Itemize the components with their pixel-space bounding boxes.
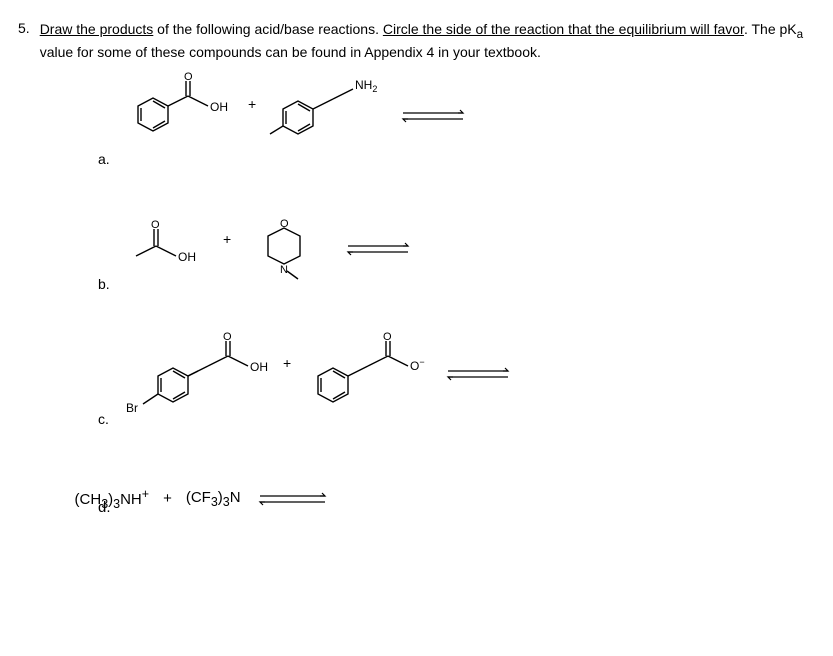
part-c: c. (58, 326, 815, 441)
oh-a: OH (210, 100, 228, 114)
part-c-label: c. (98, 411, 109, 427)
plus-a: + (248, 96, 256, 112)
instruction-mid-2: . The pK (744, 21, 797, 37)
d-rhs: (CF3)3N (186, 489, 241, 509)
carbonyl-o-c2: O (383, 331, 392, 343)
d-eq-arrows (255, 489, 335, 509)
instruction-mid-1: of the following acid/base reactions. (153, 21, 383, 37)
question-number: 5. (18, 20, 30, 36)
d-plus: + (163, 490, 172, 507)
part-a: a. O OH + (58, 71, 815, 181)
question-header: 5. Draw the products of the following ac… (18, 20, 815, 61)
carbonyl-o-b: O (151, 219, 160, 231)
ominus-c: O− (410, 357, 425, 373)
d-lhs: (CH3)3NH+ (75, 487, 150, 511)
br-c: Br (126, 401, 138, 415)
carbonyl-o-c1: O (223, 331, 232, 343)
part-a-svg: O OH + NH2 (58, 71, 558, 181)
plus-c: + (283, 355, 291, 371)
instruction-end: value for some of these compounds can be… (40, 44, 541, 60)
part-c-svg: O OH Br + O O− (58, 326, 618, 441)
morph-n: N (280, 264, 288, 276)
part-a-label: a. (98, 151, 110, 167)
nh2-a: NH2 (355, 78, 377, 94)
instruction-underline-2: Circle the side of the reaction that the… (383, 21, 744, 37)
pka-subscript: a (797, 28, 803, 41)
subparts-container: a. O OH + (58, 71, 815, 516)
instruction-underline-1: Draw the products (40, 21, 154, 37)
morph-o: O (280, 218, 289, 230)
part-b-svg: O OH + O N (58, 201, 558, 306)
carbonyl-o-a: O (184, 71, 193, 83)
part-b-label: b. (98, 276, 110, 292)
plus-b: + (223, 231, 231, 247)
oh-b: OH (178, 250, 196, 264)
question-text: Draw the products of the following acid/… (40, 20, 815, 61)
part-b: b. O OH + O N (58, 201, 815, 306)
part-d: d. (CH3)3NH+ + (CF3)3N (58, 481, 815, 516)
oh-c: OH (250, 360, 268, 374)
